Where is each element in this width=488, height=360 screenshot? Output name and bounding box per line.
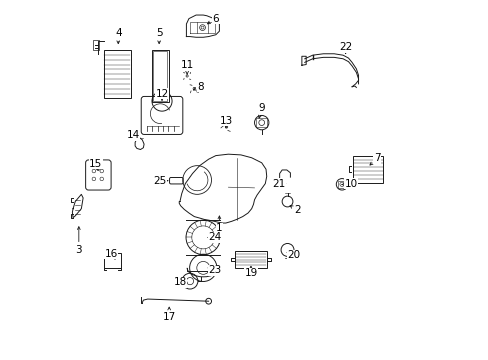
Text: 10: 10 — [341, 179, 357, 189]
Text: 8: 8 — [193, 82, 203, 92]
FancyArrowPatch shape — [197, 84, 198, 86]
Text: 12: 12 — [155, 89, 168, 100]
Bar — [337, 181, 346, 188]
Text: 3: 3 — [75, 227, 82, 255]
FancyArrowPatch shape — [189, 79, 190, 80]
Text: 19: 19 — [244, 266, 257, 278]
Circle shape — [225, 126, 227, 128]
Text: 7: 7 — [369, 153, 380, 165]
Text: 25: 25 — [153, 176, 167, 186]
Text: 23: 23 — [207, 265, 221, 275]
Bar — [256, 118, 266, 127]
Text: 6: 6 — [207, 14, 219, 24]
Text: 9: 9 — [258, 103, 264, 118]
Text: 17: 17 — [162, 307, 176, 322]
Text: 5: 5 — [156, 28, 162, 44]
Text: 21: 21 — [271, 179, 285, 189]
Text: 4: 4 — [115, 28, 122, 44]
Text: 15: 15 — [89, 159, 102, 170]
Text: 18: 18 — [173, 277, 187, 287]
Text: 13: 13 — [220, 116, 233, 128]
Circle shape — [193, 87, 195, 90]
Bar — [153, 51, 167, 100]
FancyArrowPatch shape — [227, 130, 230, 131]
FancyArrowPatch shape — [190, 91, 191, 93]
Bar — [352, 156, 383, 183]
Bar — [93, 40, 99, 50]
FancyArrowPatch shape — [221, 126, 223, 128]
Text: 14: 14 — [126, 130, 140, 140]
Text: 20: 20 — [286, 250, 300, 260]
Text: 1: 1 — [216, 216, 222, 233]
Text: 24: 24 — [207, 232, 221, 242]
Text: 11: 11 — [180, 60, 193, 74]
Text: 2: 2 — [289, 206, 300, 216]
Bar — [103, 50, 130, 98]
Bar — [104, 253, 121, 268]
Bar — [234, 251, 266, 268]
Text: 22: 22 — [338, 42, 351, 54]
Text: 16: 16 — [104, 248, 118, 259]
Bar — [151, 50, 168, 102]
Circle shape — [185, 75, 188, 77]
